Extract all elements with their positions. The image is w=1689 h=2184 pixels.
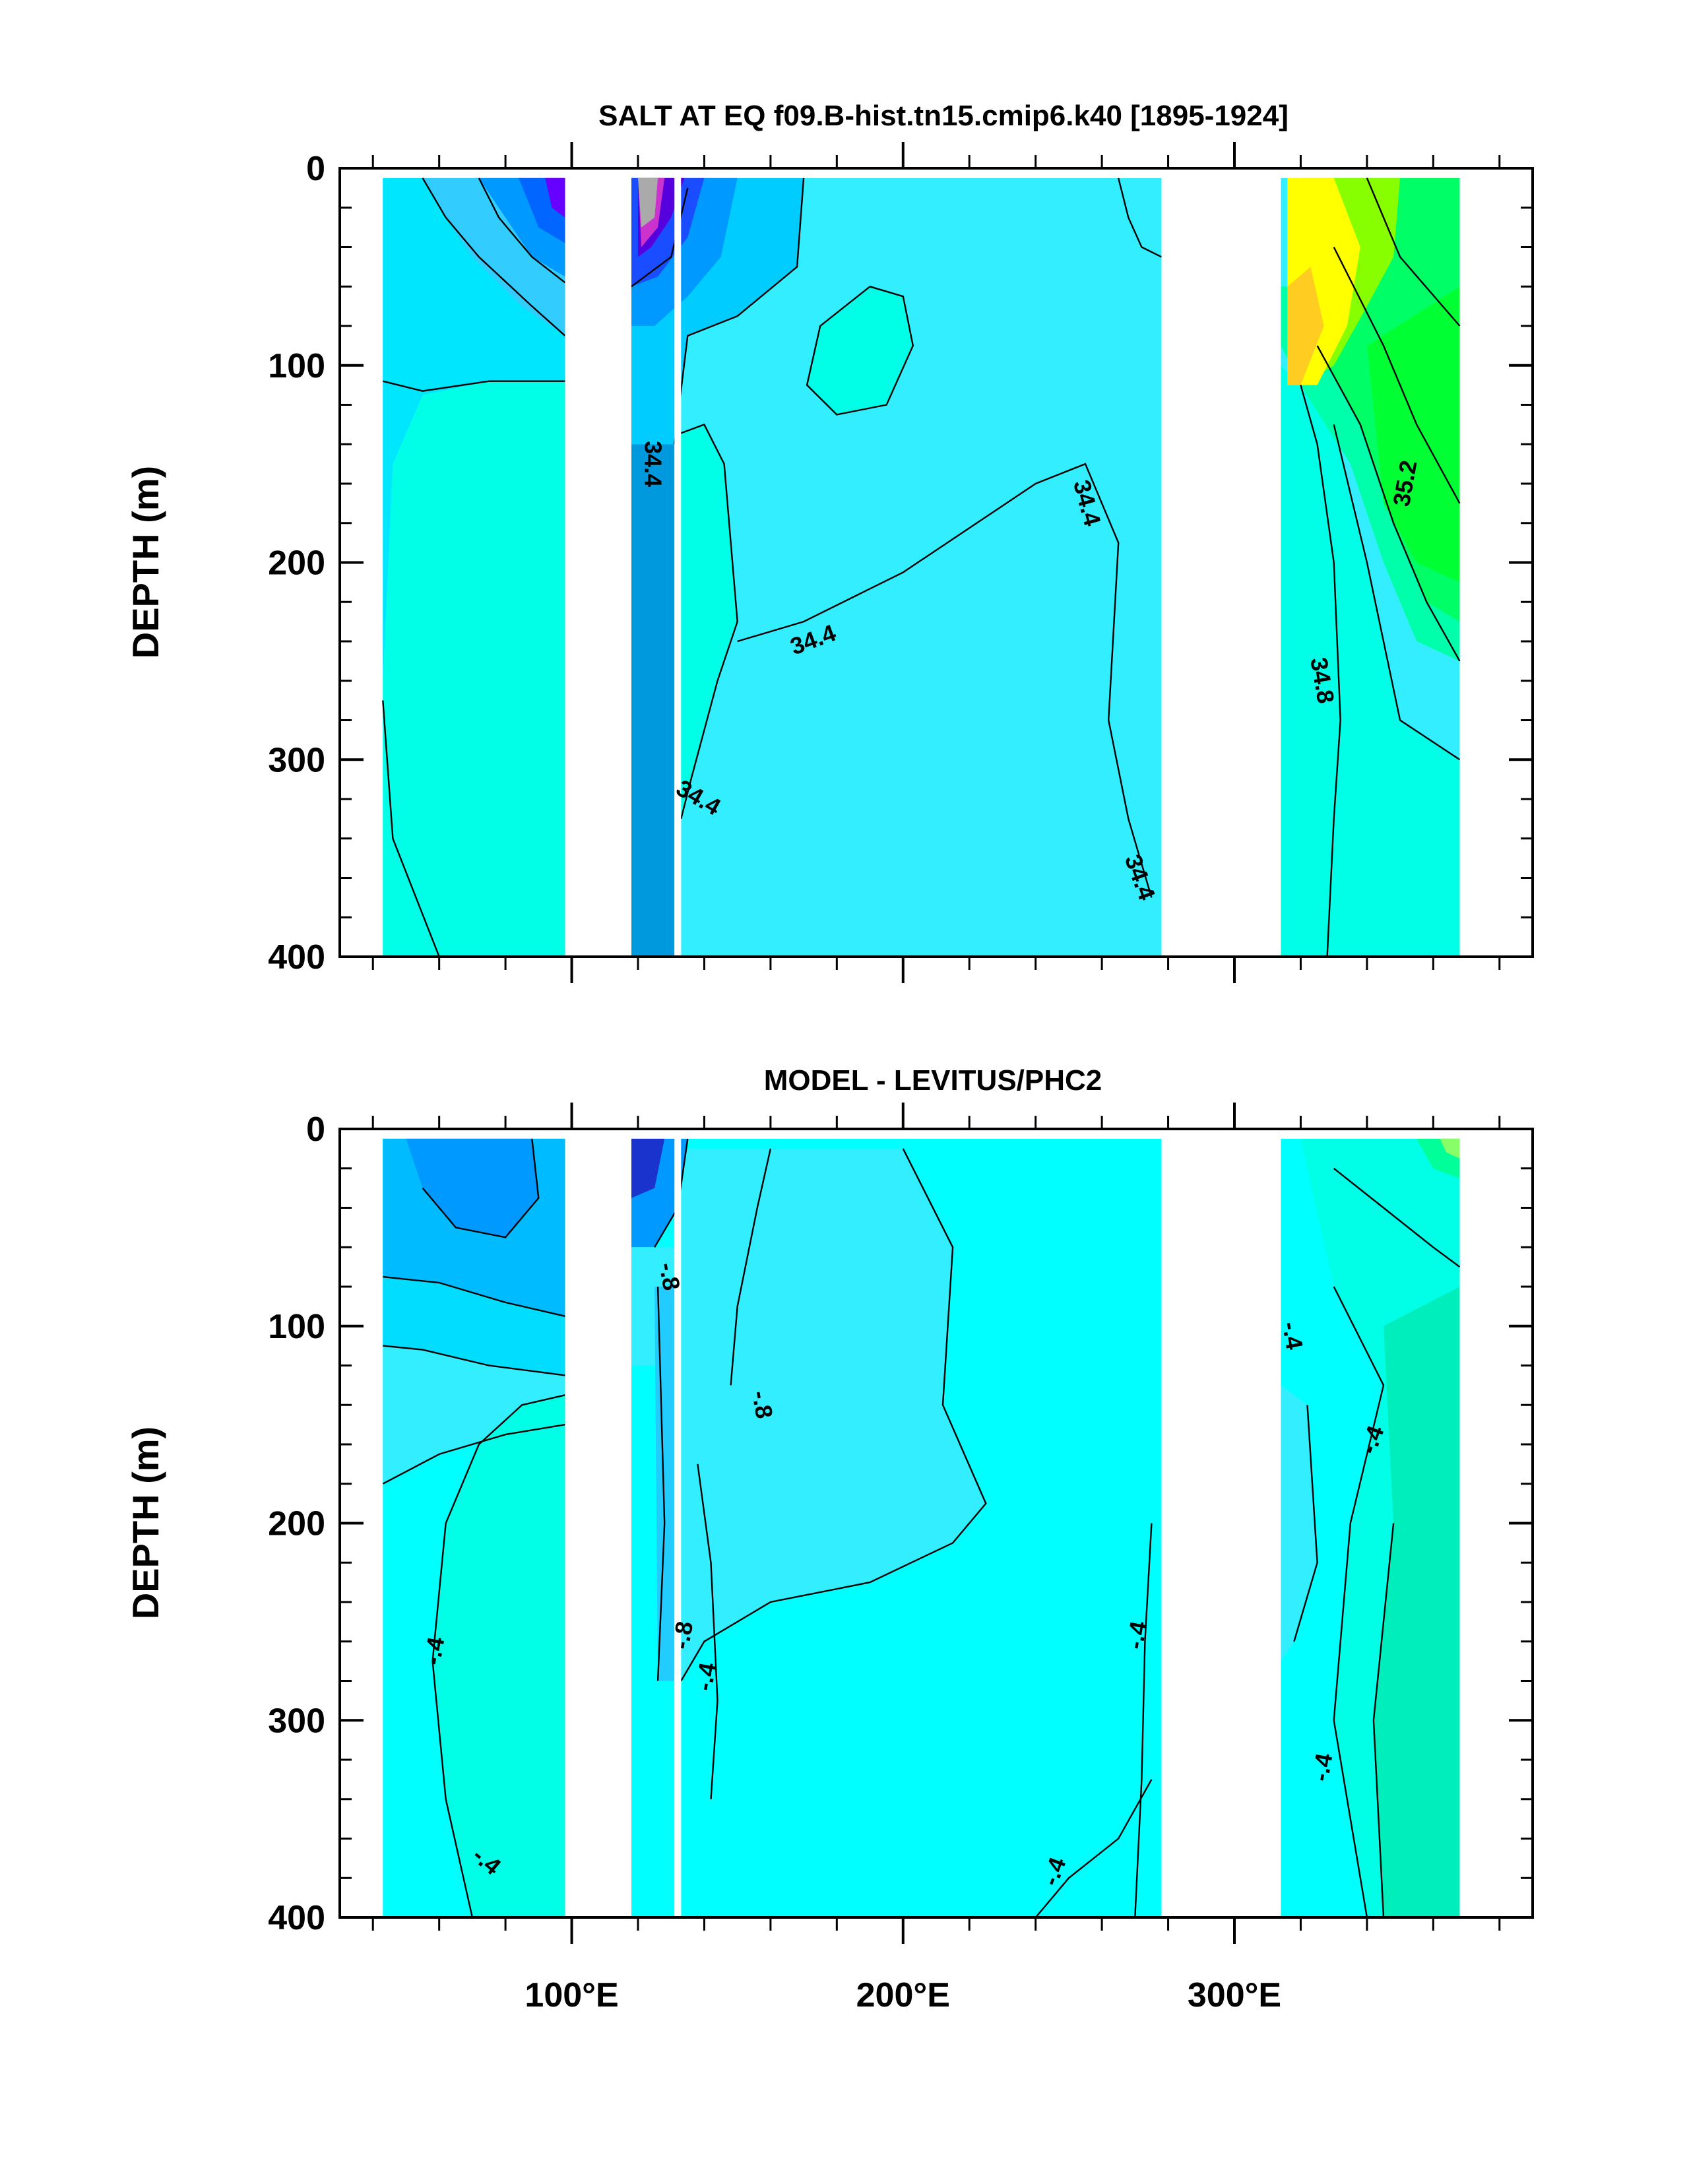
contour-fill-10 <box>654 1287 675 1681</box>
y-tick-label-0: 0 <box>306 150 325 188</box>
contour-fill-8 <box>631 1138 665 1198</box>
x-tick-label-100: 100°E <box>525 1976 618 2014</box>
contour-line-5 <box>631 187 689 288</box>
contour-line-14 <box>1293 1405 1318 1642</box>
ocean-segment-3 <box>681 177 1162 957</box>
contour-line-6 <box>680 1148 987 1682</box>
contour-line-7 <box>737 463 1153 898</box>
land-gap-3 <box>1161 168 1281 957</box>
contour-fill-15 <box>1440 1138 1460 1159</box>
contour-line-1 <box>382 1423 565 1485</box>
chart-title-top: SALT AT EQ f09.B-hist.tn15.cmip6.k40 [18… <box>598 100 1289 132</box>
y-tick-label-100: 100 <box>268 1308 325 1346</box>
y-axis-label-top: DEPTH (m) <box>125 466 166 658</box>
y-tick-label-200: 200 <box>268 1505 325 1543</box>
contour-fill-7 <box>678 424 738 819</box>
y-tick-label-400: 400 <box>268 1899 325 1937</box>
contour-line-15 <box>1372 1523 1395 1917</box>
y-tick-label-400: 400 <box>268 938 325 977</box>
contour-line-4 <box>478 177 566 284</box>
y-tick-label-200: 200 <box>268 544 325 583</box>
contour-line-3 <box>383 1275 565 1317</box>
contour-line-15 <box>1366 177 1461 327</box>
panel-bottom: MODEL - LEVITUS/PHC2 DEPTH (m) -.8 -.8 -.4… <box>125 1064 1534 2014</box>
contour-label-3: -.4 <box>418 1635 450 1667</box>
plot-frame-bottom <box>338 1128 1534 1919</box>
x-tick-label-300: 300°E <box>1188 1976 1281 2014</box>
contour-line-8 <box>677 423 738 819</box>
land-gap-2 <box>674 168 682 957</box>
contour-line-9 <box>806 286 914 416</box>
contour-fill-5 <box>432 1395 565 1917</box>
land-gap-2 <box>674 1129 682 1917</box>
contour-line-3 <box>422 177 566 337</box>
y-tick-label-100: 100 <box>268 347 325 385</box>
contour-fill-6 <box>545 177 565 218</box>
contour-line-13 <box>1333 1286 1385 1917</box>
contour-label-1: 34.4 <box>640 441 667 487</box>
chart-title-bottom: MODEL - LEVITUS/PHC2 <box>764 1064 1102 1097</box>
contour-label-5: -.8 <box>667 1619 699 1651</box>
x-tick-label-200: 200°E <box>856 1976 950 2014</box>
land-gap-1 <box>565 168 631 957</box>
y-tick-label-300: 300 <box>268 741 325 779</box>
contour-line-9 <box>730 1148 772 1386</box>
contour-line-14 <box>1333 246 1461 504</box>
plot-area-bottom: -.8-.8-.4-.4-.8-.4-.4-.4-.4-.4-.4 <box>382 1129 1461 1917</box>
contour-label-9: -.4 <box>1277 1320 1308 1351</box>
contour-fill-15 <box>631 444 675 957</box>
contour-line-6 <box>674 177 805 445</box>
y-tick-label-0: 0 <box>306 1110 325 1149</box>
panel-top: SALT AT EQ f09.B-hist.tn15.cmip6.k40 [18… <box>125 100 1534 983</box>
contour-fill-4 <box>406 1138 539 1238</box>
plot-area-top: 34.434.434.434.434.435.234.8 <box>382 168 1461 957</box>
contour-line-10 <box>1118 177 1163 258</box>
land-gap-3 <box>1161 1129 1281 1917</box>
contour-line-2 <box>383 1345 565 1376</box>
contour-line-13 <box>1316 345 1461 662</box>
contour-line-11 <box>1134 1523 1153 1917</box>
axes-top: 0 100 200 300 400 <box>268 142 1533 983</box>
y-tick-label-300: 300 <box>268 1702 325 1740</box>
contour-fill-8 <box>807 286 913 415</box>
contour-fill-14 <box>638 177 658 228</box>
contour-fill-6 <box>681 1148 986 1681</box>
contour-label-11: -.4 <box>1306 1751 1338 1783</box>
contour-fill-13 <box>1373 1287 1460 1917</box>
contour-line-4 <box>422 1138 540 1238</box>
contour-line-8 <box>656 1286 666 1681</box>
plot-frame-top <box>338 167 1534 958</box>
land-gap-1 <box>565 1129 631 1917</box>
contour-line-5 <box>431 1394 565 1917</box>
contour-line-10 <box>697 1463 718 1799</box>
contour-fill-21 <box>1287 267 1324 385</box>
contour-label-6: -.4 <box>690 1661 722 1692</box>
contour-line-11 <box>1300 385 1341 957</box>
contour-fill-16 <box>1281 365 1460 957</box>
y-axis-label-bottom: DEPTH (m) <box>125 1427 166 1619</box>
contour-line-12 <box>1035 1779 1153 1917</box>
contour-label-1: -.8 <box>654 1260 685 1292</box>
contour-label-2: -.8 <box>747 1388 779 1420</box>
contour-line-2 <box>382 700 440 957</box>
contour-fill-1 <box>383 381 565 957</box>
contour-line-1 <box>383 380 565 392</box>
contour-line-12 <box>1333 424 1461 761</box>
contour-label-8: -.4 <box>1121 1619 1153 1651</box>
contour-line-16 <box>1333 1167 1461 1268</box>
